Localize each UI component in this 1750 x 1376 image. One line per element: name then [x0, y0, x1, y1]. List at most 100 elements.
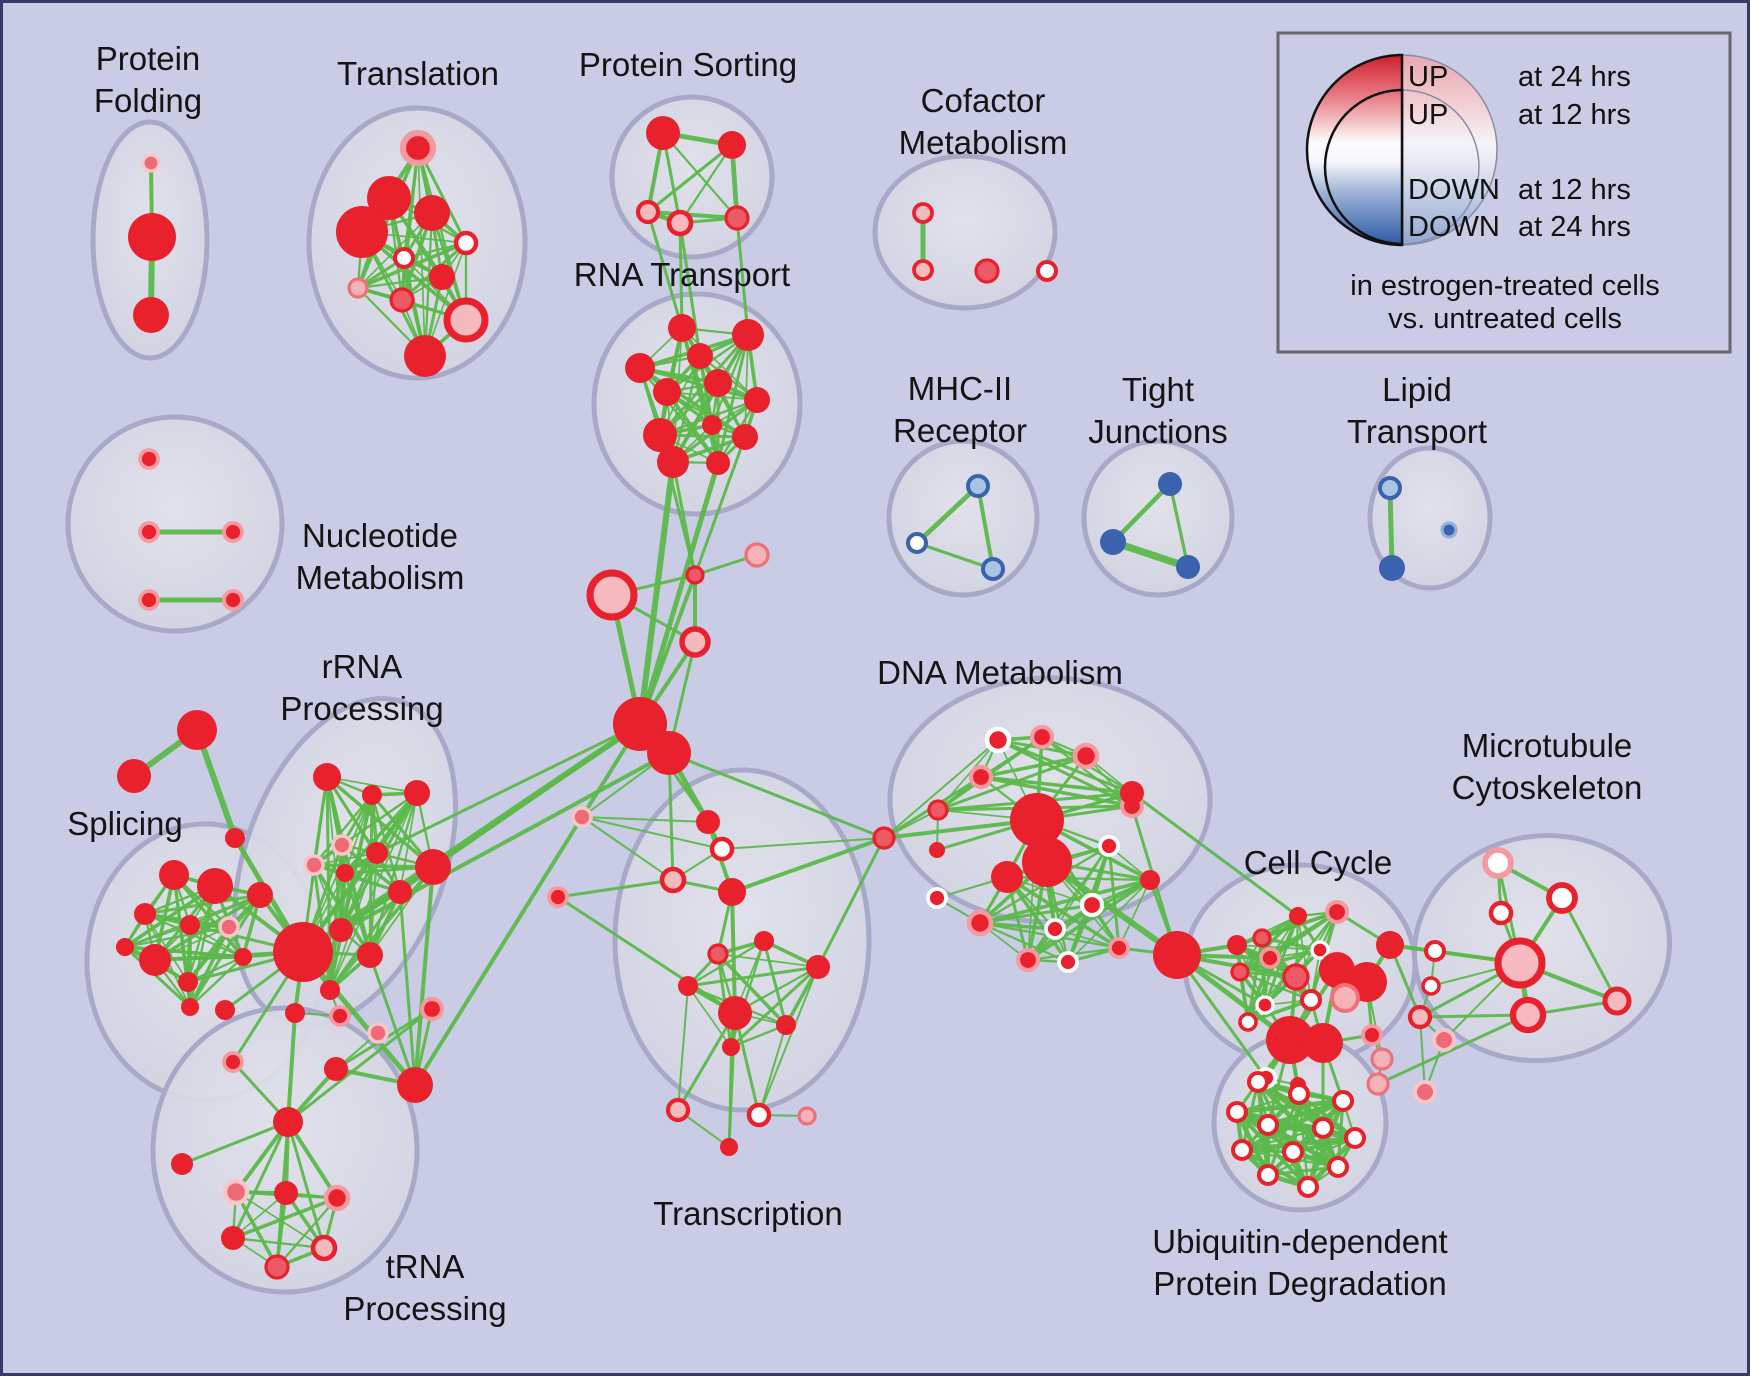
edge	[398, 890, 417, 1087]
edge	[728, 1046, 732, 1148]
cluster-tight-junctions-label: Junctions	[1088, 413, 1227, 450]
gene-node	[1266, 1016, 1314, 1064]
gene-node	[399, 129, 437, 167]
cluster-tight-junctions-label: Tight	[1122, 371, 1194, 408]
gene-node	[1098, 835, 1120, 857]
gene-node	[905, 531, 929, 555]
gene-node	[366, 842, 388, 864]
cluster-mhc-ii-receptor-label: MHC-II	[908, 370, 1012, 407]
edge	[976, 484, 995, 571]
gene-node	[1256, 1113, 1280, 1137]
gene-node	[687, 343, 713, 369]
gene-node	[1029, 724, 1055, 750]
gene-node	[141, 153, 161, 173]
cluster-rna-transport-label: RNA Transport	[574, 256, 790, 293]
cluster-translation-label: Translation	[337, 55, 499, 92]
edge	[733, 1011, 761, 1117]
cluster-trna-processing-label: tRNA	[386, 1248, 465, 1285]
gene-node	[927, 799, 949, 821]
gene-node	[177, 710, 217, 750]
gene-node	[138, 448, 160, 470]
gene-node	[912, 202, 934, 224]
node-layer	[116, 116, 1632, 1280]
gene-node	[159, 860, 189, 890]
edge	[638, 366, 759, 402]
legend-time-label: at 24 hrs	[1518, 61, 1631, 93]
cluster-nucleotide-metabolism-ellipse	[65, 414, 285, 634]
edge	[1234, 1109, 1271, 1178]
gene-node	[625, 353, 655, 383]
edge	[716, 952, 788, 1027]
edge	[556, 878, 675, 899]
gene-node	[1282, 963, 1310, 991]
gene-node	[1238, 1012, 1258, 1032]
gene-node	[722, 1038, 740, 1056]
cluster-cell-cycle-label: Cell Cycle	[1244, 844, 1393, 881]
gene-node	[1494, 937, 1546, 989]
legend-caption: vs. untreated cells	[1388, 303, 1622, 335]
edge	[978, 878, 1152, 925]
gene-node	[1343, 1126, 1367, 1150]
edge	[687, 985, 732, 1048]
edge	[1419, 1016, 1426, 1093]
gene-node	[310, 1234, 338, 1262]
edge	[375, 722, 642, 855]
edge	[638, 366, 747, 439]
cluster-lipid-transport-label: Transport	[1347, 413, 1487, 450]
gene-node	[657, 446, 689, 478]
gene-node	[178, 972, 198, 992]
cluster-microtubule-cytoskeleton-label: Cytoskeleton	[1452, 769, 1643, 806]
edge	[1005, 875, 1070, 964]
edge	[413, 865, 435, 1087]
legend-ring-12h-saturated	[1323, 88, 1404, 246]
gene-node	[1230, 1138, 1254, 1162]
cluster-protein-folding-label: Protein	[96, 40, 201, 77]
gene-node	[222, 521, 244, 543]
edge	[312, 793, 374, 867]
edge	[637, 460, 721, 727]
edge	[816, 836, 886, 969]
edge	[356, 275, 444, 290]
edge	[637, 459, 676, 727]
gene-node	[274, 1181, 298, 1205]
gene-node	[264, 1254, 290, 1280]
edge	[735, 216, 750, 337]
gene-node	[128, 213, 176, 261]
edge	[979, 775, 1134, 795]
gene-node	[1379, 555, 1405, 581]
gene-node	[1303, 1023, 1343, 1063]
gene-node	[273, 1107, 303, 1137]
gene-node	[744, 542, 770, 568]
gene-node	[1140, 870, 1160, 890]
edge	[1118, 879, 1151, 949]
gene-node	[1255, 995, 1275, 1015]
gene-node	[414, 195, 450, 231]
gene-node	[453, 230, 479, 256]
gene-node	[1296, 1175, 1320, 1199]
gene-node	[1331, 1089, 1355, 1113]
edge	[730, 890, 737, 1015]
edge	[979, 754, 1088, 779]
edge	[1005, 875, 1121, 950]
gene-node	[1440, 521, 1458, 539]
gene-node	[336, 206, 388, 258]
gene-node	[718, 878, 746, 906]
edge	[286, 1011, 297, 1124]
gene-node	[1100, 529, 1126, 555]
edge	[1238, 910, 1339, 974]
gene-node	[984, 726, 1012, 754]
gene-node	[647, 731, 691, 775]
cluster-tight-junctions-ellipse	[1081, 438, 1235, 598]
gene-node	[709, 836, 735, 862]
edge	[762, 939, 788, 1027]
edge	[286, 1007, 434, 1124]
gene-node	[1079, 892, 1105, 918]
legend-time-label: at 12 hrs	[1518, 99, 1631, 131]
gene-node	[181, 998, 199, 1016]
gene-node	[1281, 1140, 1305, 1164]
gene-node	[392, 246, 416, 270]
gene-node	[1602, 986, 1632, 1016]
edge	[1067, 879, 1151, 963]
edge	[1175, 953, 1268, 1080]
gene-node	[404, 335, 446, 377]
